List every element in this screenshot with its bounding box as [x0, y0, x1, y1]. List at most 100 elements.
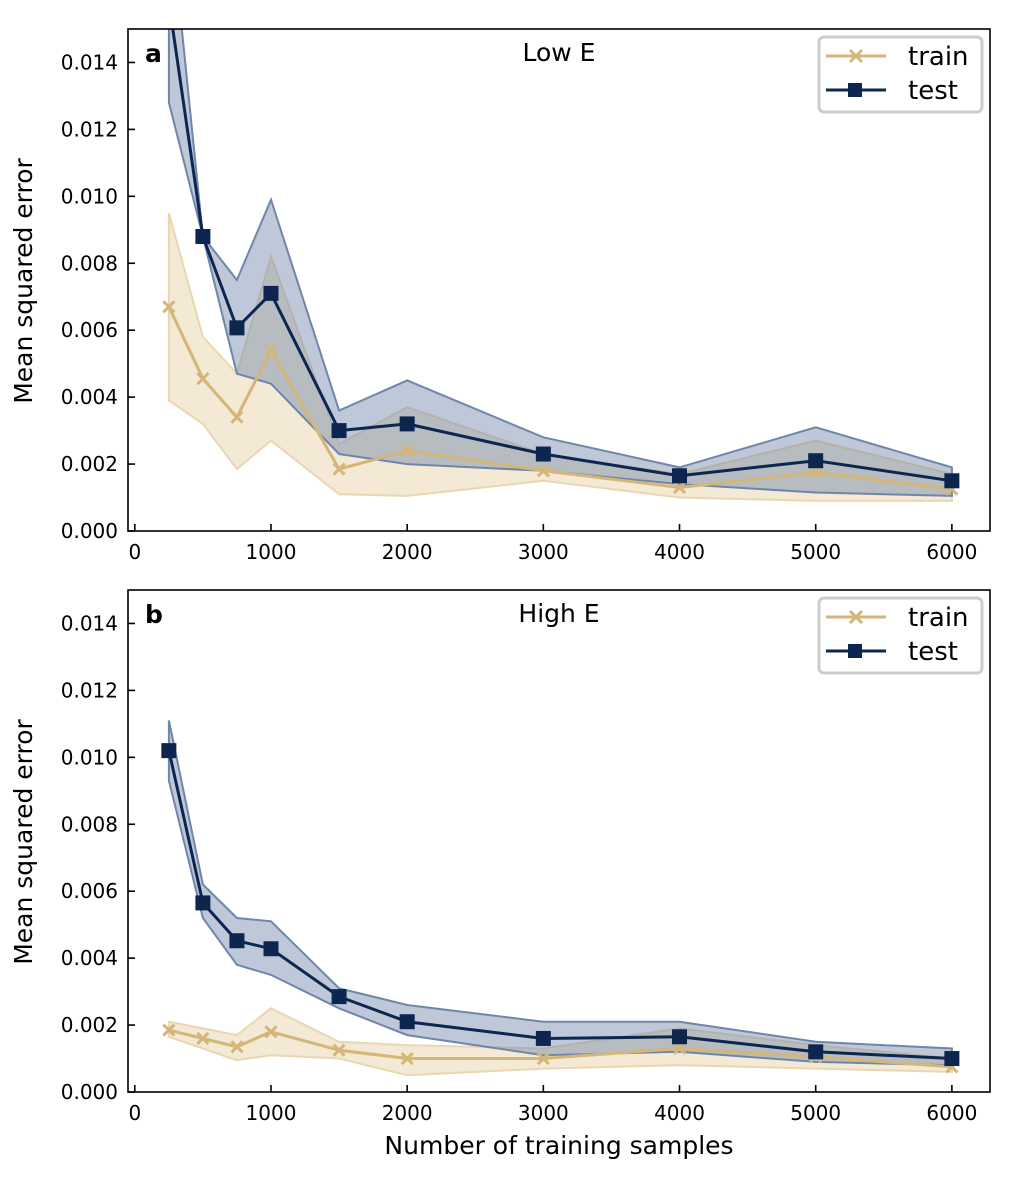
train-point — [264, 1025, 278, 1039]
y-tick-label: 0.002 — [61, 1013, 118, 1037]
series-lines — [167, 29, 953, 491]
x-tick-label: 1000 — [246, 540, 297, 564]
test-point — [672, 468, 688, 484]
test-point — [195, 228, 211, 244]
y-tick-label: 0.008 — [61, 812, 118, 836]
x-tick-label: 5000 — [790, 1101, 841, 1125]
y-tick-label: 0.004 — [61, 385, 118, 409]
test-point — [672, 1029, 688, 1045]
test-point — [161, 0, 176, 10]
y-tick-label: 0.010 — [61, 745, 118, 769]
test-series-line — [171, 29, 953, 483]
test-point — [944, 473, 960, 489]
panel-a: 0 1000 2000 3000 4000 5000 6000 0.000 0.002 0.004… — [9, 0, 991, 564]
y-tick-label: 0.008 — [61, 251, 118, 275]
train-point — [400, 444, 414, 458]
train-point — [264, 343, 278, 357]
y-tick-label: 0.000 — [61, 1080, 118, 1104]
test-point — [331, 989, 347, 1005]
train-point — [196, 372, 210, 386]
series-markers — [161, 0, 960, 496]
legend-train-label: train — [908, 603, 969, 633]
x-tick-label: 0 — [128, 540, 141, 564]
x-tick-label: 6000 — [926, 540, 977, 564]
y-tick-label: 0.012 — [61, 117, 118, 141]
test-point — [808, 453, 824, 469]
x-tick-label: 3000 — [518, 1101, 569, 1125]
test-point — [263, 285, 279, 301]
x-tick-label: 5000 — [790, 540, 841, 564]
train-point — [332, 462, 346, 476]
train-point — [230, 410, 244, 424]
train-point — [400, 1051, 414, 1066]
x-tick-label: 4000 — [654, 540, 705, 564]
test-point — [399, 1014, 415, 1030]
panel-b: 0 1000 2000 3000 4000 5000 6000 0.000 0.002 0.004… — [9, 589, 991, 1160]
y-tick-label: 0.014 — [61, 611, 118, 635]
plot-frame — [127, 28, 991, 532]
test-point — [229, 933, 245, 949]
test-point — [161, 743, 177, 759]
x-tick-label: 4000 — [654, 1101, 705, 1125]
y-tick-label: 0.002 — [61, 452, 118, 476]
train-point — [536, 464, 550, 478]
test-point — [808, 1044, 824, 1060]
axis-ticks: 0 1000 2000 3000 4000 5000 6000 0.000 0.002 0.004… — [61, 50, 978, 564]
x-tick-label: 3000 — [518, 540, 569, 564]
legend: train test — [817, 596, 984, 675]
train-point — [536, 1051, 550, 1066]
test-series-line — [167, 750, 952, 1060]
x-tick-label: 2000 — [382, 540, 433, 564]
test-point — [229, 320, 245, 336]
legend: train test — [817, 35, 984, 114]
test-point — [535, 446, 551, 462]
confidence-bands — [167, 29, 953, 502]
x-tick-label: 1000 — [246, 1101, 297, 1125]
test-point — [331, 423, 347, 439]
legend-test-marker — [848, 83, 862, 97]
y-tick-label: 0.004 — [61, 946, 118, 970]
train-point — [162, 1023, 176, 1037]
series-lines — [167, 750, 953, 1069]
panel-title: Low E — [523, 38, 596, 67]
train-point — [332, 1043, 346, 1057]
train-confidence-band — [167, 212, 953, 502]
legend-train-label: train — [908, 42, 969, 72]
y-tick-label: 0.006 — [61, 879, 118, 903]
test-point — [399, 416, 415, 432]
axis-ticks: 0 1000 2000 3000 4000 5000 6000 0.000 0.002 0.004… — [61, 611, 978, 1125]
train-point — [162, 300, 176, 314]
train-point — [672, 480, 687, 495]
y-tick-label: 0.012 — [61, 678, 118, 702]
train-point — [809, 465, 823, 479]
legend-test-marker — [848, 644, 862, 658]
train-point — [672, 1041, 687, 1056]
legend-train-marker — [848, 48, 864, 64]
test-point — [535, 1030, 551, 1046]
test-point — [944, 1051, 960, 1067]
plot-frame — [127, 589, 991, 1093]
train-series-line — [167, 306, 953, 491]
y-axis-label: Mean squared error — [9, 157, 38, 403]
y-axis-label: Mean squared error — [9, 718, 38, 964]
y-tick-label: 0.006 — [61, 318, 118, 342]
train-confidence-band — [167, 1007, 953, 1077]
train-point — [196, 1031, 210, 1046]
x-tick-label: 0 — [128, 1101, 141, 1125]
x-tick-label: 2000 — [382, 1101, 433, 1125]
panel-title: High E — [518, 599, 599, 628]
train-series-line — [168, 1028, 953, 1069]
y-tick-label: 0.014 — [61, 50, 118, 74]
y-tick-label: 0.010 — [61, 184, 118, 208]
x-axis-label: Number of training samples — [384, 1131, 733, 1160]
series-markers — [161, 743, 960, 1074]
test-confidence-band — [167, 29, 953, 497]
x-tick-label: 6000 — [926, 1101, 977, 1125]
test-point — [263, 941, 279, 957]
test-point — [195, 895, 211, 911]
legend-test-label: test — [908, 637, 958, 667]
panel-letter: b — [145, 600, 163, 629]
panel-letter: a — [145, 39, 162, 68]
legend-train-marker — [848, 609, 864, 625]
